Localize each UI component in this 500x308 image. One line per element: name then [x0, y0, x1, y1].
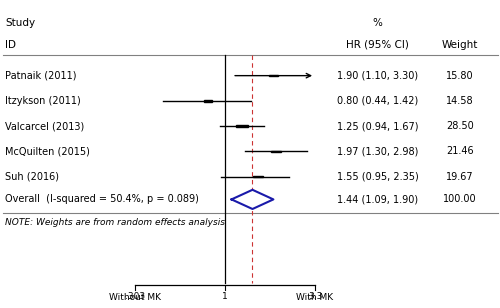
Text: Without MK: Without MK	[109, 293, 161, 302]
FancyBboxPatch shape	[269, 75, 278, 76]
Text: 28.50: 28.50	[446, 121, 474, 131]
Text: Overall  (I-squared = 50.4%, p = 0.089): Overall (I-squared = 50.4%, p = 0.089)	[5, 194, 199, 205]
Text: 1: 1	[222, 292, 228, 301]
Text: McQuilten (2015): McQuilten (2015)	[5, 146, 90, 156]
FancyBboxPatch shape	[204, 100, 212, 102]
FancyBboxPatch shape	[271, 151, 281, 152]
Text: .303: .303	[125, 292, 145, 301]
Text: Suh (2016): Suh (2016)	[5, 172, 59, 182]
Text: 100.00: 100.00	[443, 194, 477, 205]
Text: With MK: With MK	[296, 293, 334, 302]
Text: 3.3: 3.3	[308, 292, 322, 301]
Text: 0.80 (0.44, 1.42): 0.80 (0.44, 1.42)	[337, 96, 418, 106]
Text: 15.80: 15.80	[446, 71, 474, 81]
Text: 21.46: 21.46	[446, 146, 474, 156]
Text: NOTE: Weights are from random effects analysis: NOTE: Weights are from random effects an…	[5, 218, 225, 227]
Text: Valcarcel (2013): Valcarcel (2013)	[5, 121, 84, 131]
FancyBboxPatch shape	[236, 125, 248, 127]
Text: 1.97 (1.30, 2.98): 1.97 (1.30, 2.98)	[337, 146, 418, 156]
Text: Patnaik (2011): Patnaik (2011)	[5, 71, 76, 81]
Text: 19.67: 19.67	[446, 172, 474, 182]
Polygon shape	[232, 190, 274, 209]
Text: %: %	[372, 18, 382, 28]
Text: Itzykson (2011): Itzykson (2011)	[5, 96, 81, 106]
Text: 1.90 (1.10, 3.30): 1.90 (1.10, 3.30)	[337, 71, 418, 81]
Text: 14.58: 14.58	[446, 96, 474, 106]
Text: Study: Study	[5, 18, 35, 28]
Text: 1.44 (1.09, 1.90): 1.44 (1.09, 1.90)	[337, 194, 418, 205]
Text: HR (95% CI): HR (95% CI)	[346, 40, 409, 50]
Text: ID: ID	[5, 40, 16, 50]
FancyBboxPatch shape	[253, 176, 263, 177]
Text: 1.55 (0.95, 2.35): 1.55 (0.95, 2.35)	[336, 172, 418, 182]
Text: 1.25 (0.94, 1.67): 1.25 (0.94, 1.67)	[337, 121, 418, 131]
Text: Weight: Weight	[442, 40, 478, 50]
